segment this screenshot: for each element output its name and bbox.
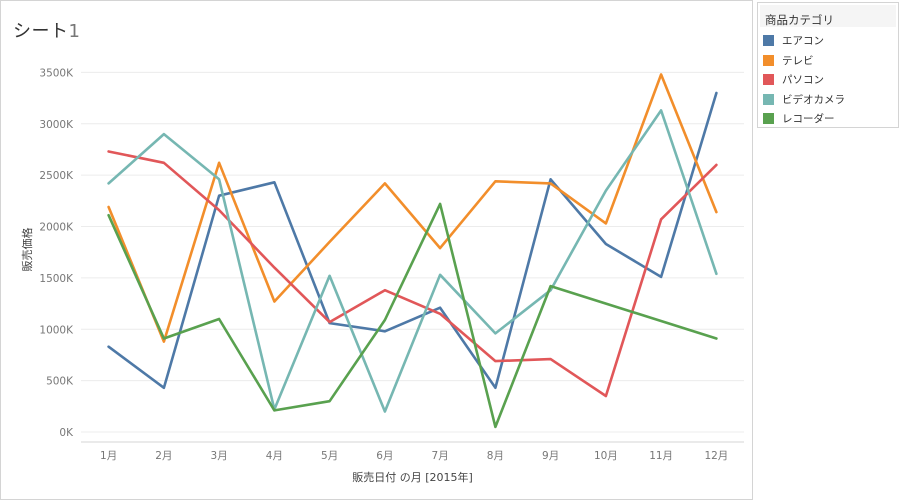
x-tick-label: 7月 (432, 450, 449, 462)
x-tick-label: 1月 (100, 450, 117, 462)
y-tick-label: 3500K (39, 67, 74, 79)
x-axis-title: 販売日付 の月 [2015年] (352, 470, 473, 484)
legend-label: エアコン (782, 35, 824, 48)
chart-frame: シート1 0K 500K 1000K 1500K 2000K 2500K 3000K 3500… (0, 0, 753, 500)
series-line[interactable] (107, 109, 718, 413)
y-tick-label: 0K (59, 427, 74, 439)
series-line[interactable] (107, 202, 718, 429)
legend-swatch (763, 35, 774, 47)
y-axis-title: 販売価格 (20, 228, 34, 272)
x-tick-label: 8月 (487, 450, 504, 462)
series-line[interactable] (107, 73, 718, 343)
x-tick-label: 6月 (376, 450, 393, 462)
legend: 商品カテゴリ エアコンテレビパソコンビデオカメラ レコーダー (757, 2, 899, 128)
legend-item[interactable]: ビデオカメラ (758, 90, 898, 110)
legend-swatch (763, 113, 774, 125)
series-line[interactable] (107, 150, 718, 398)
line-chart: 0K 500K 1000K 1500K 2000K 2500K 3000K 3500K 1月 2月… (20, 67, 744, 484)
x-tick-label: 2月 (155, 450, 172, 462)
sheet-title-text: シート (13, 21, 69, 42)
legend-label: パソコン (782, 74, 824, 87)
x-tick-label: 4月 (266, 450, 283, 462)
legend-item[interactable]: パソコン (758, 70, 898, 90)
legend-items: エアコンテレビパソコンビデオカメラ レコーダー (758, 31, 898, 129)
legend-swatch (763, 74, 774, 86)
y-tick-label: 1000K (39, 324, 74, 336)
x-tick-label: 10月 (594, 450, 618, 462)
sheet-title: シート1 (13, 17, 80, 43)
legend-item[interactable]: レコーダー (758, 109, 898, 129)
legend-title: 商品カテゴリ (760, 5, 896, 27)
x-tick-label: 12月 (704, 450, 728, 462)
y-tick-label: 3000K (39, 119, 74, 131)
x-tick-label: 9月 (542, 450, 559, 462)
series-line[interactable] (107, 91, 718, 390)
legend-label: ビデオカメラ (782, 93, 845, 106)
y-tick-label: 2000K (39, 222, 74, 234)
legend-item[interactable]: テレビ (758, 51, 898, 71)
legend-label: レコーダー (782, 113, 835, 126)
legend-swatch (763, 93, 774, 105)
sheet-title-number: 1 (68, 21, 81, 42)
y-tick-label: 2500K (39, 170, 74, 182)
y-tick-label: 500K (46, 376, 74, 388)
x-tick-label: 5月 (321, 450, 338, 462)
legend-label: テレビ (782, 54, 814, 67)
legend-swatch (763, 54, 774, 66)
y-tick-label: 1500K (39, 273, 74, 285)
x-tick-label: 11月 (649, 450, 673, 462)
legend-item[interactable]: エアコン (758, 31, 898, 51)
x-tick-label: 3月 (211, 450, 228, 462)
